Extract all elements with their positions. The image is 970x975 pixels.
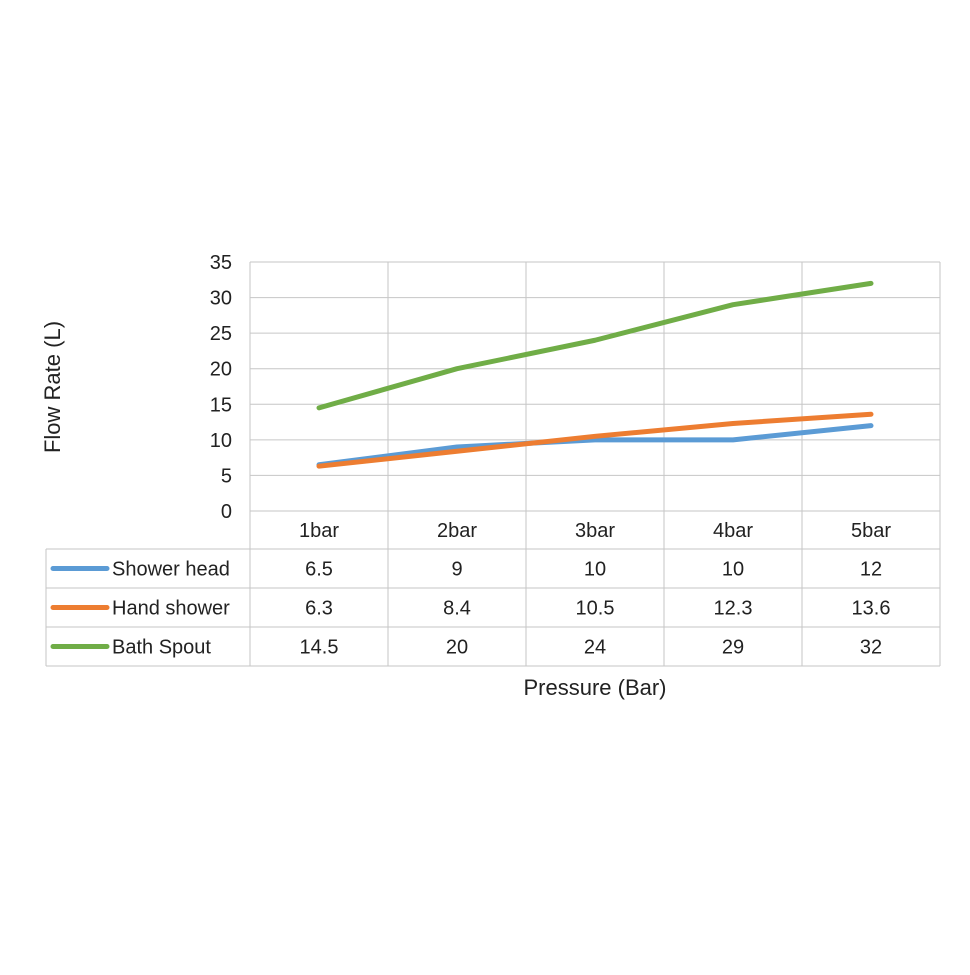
data-label: 12.3 — [714, 598, 753, 620]
y-tick-label: 15 — [210, 394, 232, 416]
series-lines — [319, 283, 871, 466]
data-label: 9 — [451, 559, 462, 581]
y-axis-title: Flow Rate (L) — [40, 321, 65, 453]
data-label: 6.3 — [305, 598, 333, 620]
grid-lines — [250, 262, 940, 511]
data-label: 8.4 — [443, 598, 471, 620]
x-tick-label: 5bar — [851, 520, 891, 542]
series-line-2 — [319, 283, 871, 408]
x-axis-title: Pressure (Bar) — [523, 675, 666, 700]
data-label: 6.5 — [305, 559, 333, 581]
data-table: 1bar 2bar 3bar 4bar 5bar Shower head 6.5 9 10 10 1… — [46, 511, 940, 666]
y-tick-labels: 0 5 10 15 20 25 30 35 — [210, 252, 232, 523]
x-tick-label: 1bar — [299, 520, 339, 542]
data-label: 24 — [584, 637, 606, 659]
y-tick-label: 10 — [210, 430, 232, 452]
x-tick-label: 2bar — [437, 520, 477, 542]
data-label: 10 — [722, 559, 744, 581]
data-label: 12 — [860, 559, 882, 581]
legend-label: Hand shower — [112, 598, 230, 620]
data-label: 13.6 — [852, 598, 891, 620]
y-tick-label: 5 — [221, 465, 232, 487]
data-label: 14.5 — [300, 637, 339, 659]
data-label: 29 — [722, 637, 744, 659]
data-label: 10 — [584, 559, 606, 581]
y-tick-label: 35 — [210, 252, 232, 274]
legend-label: Bath Spout — [112, 637, 211, 659]
data-label: 20 — [446, 637, 468, 659]
y-tick-label: 30 — [210, 288, 232, 310]
data-label: 10.5 — [576, 598, 615, 620]
y-tick-label: 25 — [210, 323, 232, 345]
x-tick-label: 3bar — [575, 520, 615, 542]
legend-label: Shower head — [112, 559, 230, 581]
x-tick-label: 4bar — [713, 520, 753, 542]
y-tick-label: 20 — [210, 359, 232, 381]
data-label: 32 — [860, 637, 882, 659]
y-tick-label: 0 — [221, 501, 232, 523]
